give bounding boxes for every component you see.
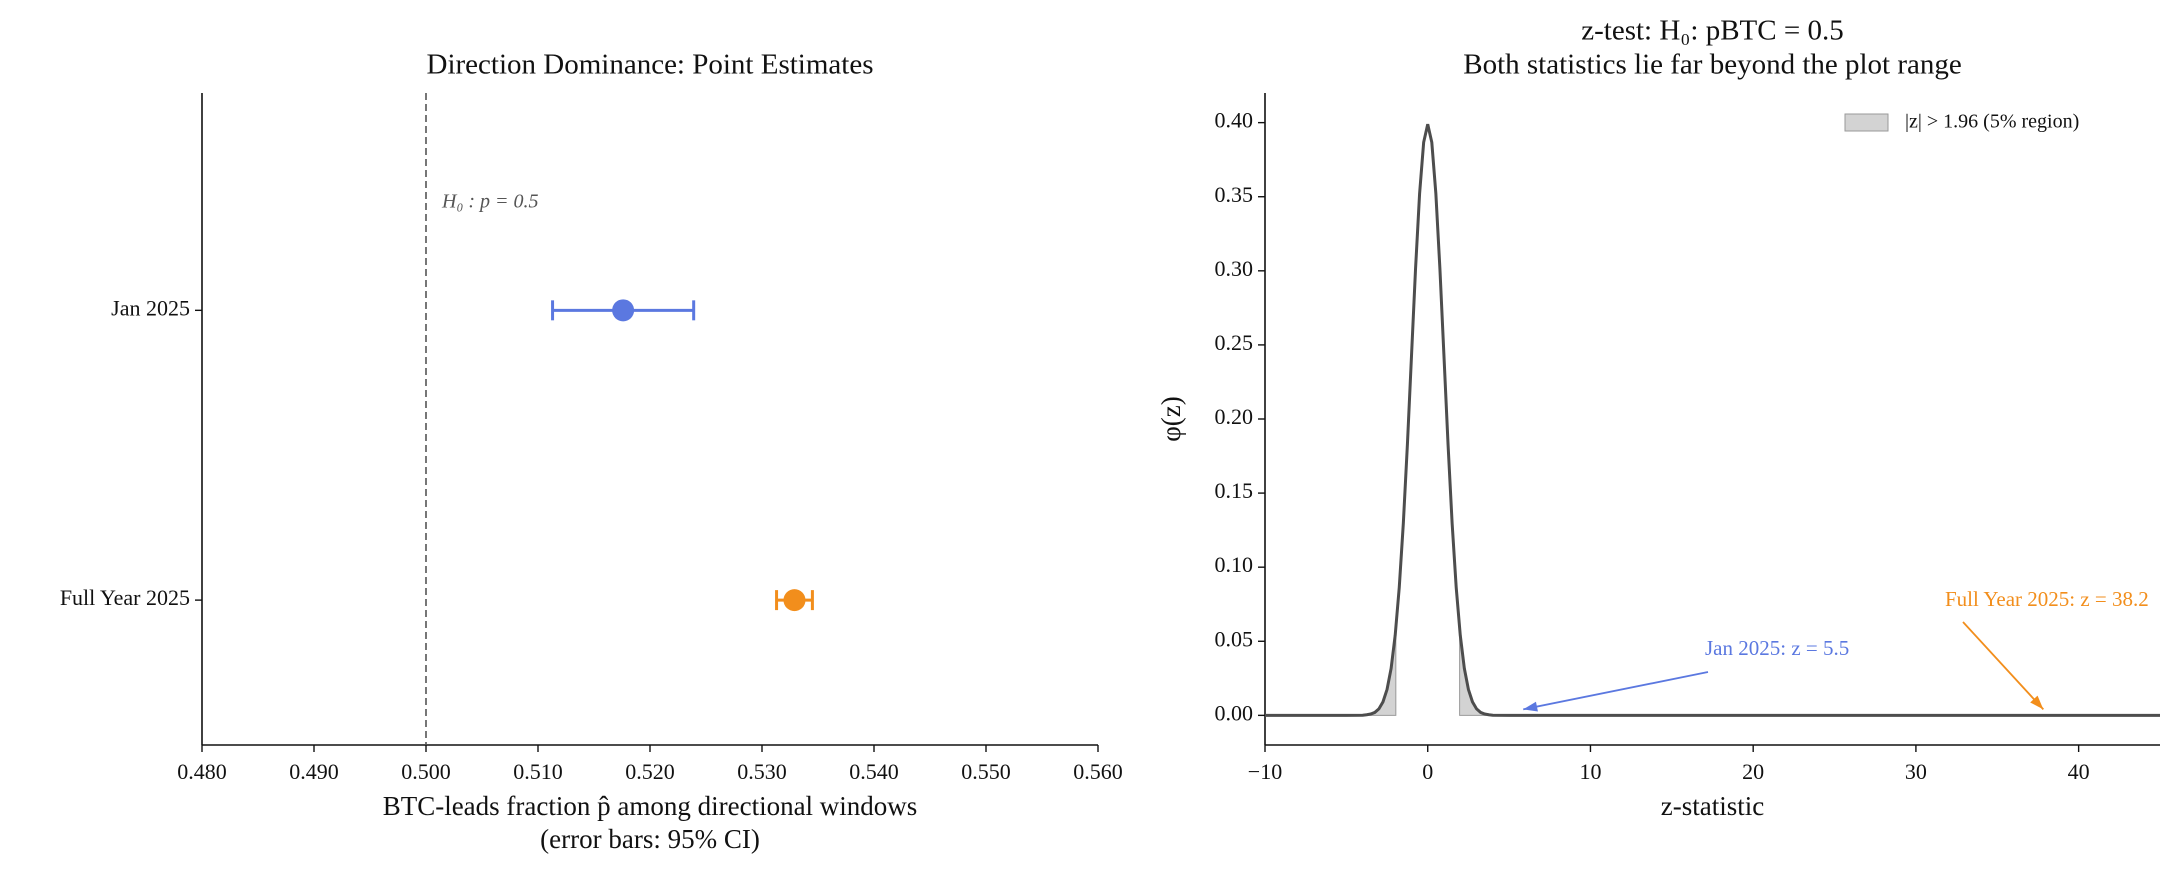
x-tick-label: 0.510 <box>513 759 563 784</box>
x-axis-label: z-statistic <box>1661 791 1764 821</box>
y-tick-label: 0.40 <box>1215 108 1254 133</box>
y-tick-label: 0.05 <box>1215 626 1254 651</box>
chart-title: Direction Dominance: Point Estimates <box>427 49 874 81</box>
y-tick-label: 0.20 <box>1215 404 1254 429</box>
annotation-arrowhead <box>2030 695 2044 710</box>
y-axis-label: φ(z) <box>1156 396 1186 442</box>
chart-subtitle: Both statistics lie far beyond the plot … <box>1463 49 1962 81</box>
y-tick-label: 0.15 <box>1215 478 1254 503</box>
x-axis-label: (error bars: 95% CI) <box>540 824 760 854</box>
x-tick-label: 40 <box>2068 759 2090 784</box>
point <box>612 299 635 322</box>
reference-label: H₀ : p = 0.5 <box>441 191 539 213</box>
y-tick-label: 0.35 <box>1215 182 1254 207</box>
y-tick-label: 0.30 <box>1215 256 1254 281</box>
x-tick-label: 10 <box>1579 759 1601 784</box>
annotation-arrowhead <box>1523 701 1538 712</box>
legend-label: |z| > 1.96 (5% region) <box>1905 111 2079 133</box>
legend: |z| > 1.96 (5% region) <box>1844 111 2079 133</box>
x-tick-label: 0.490 <box>289 759 339 784</box>
x-tick-label: 20 <box>1742 759 1764 784</box>
x-tick-label: −10 <box>1248 759 1282 784</box>
density-curve <box>1265 123 2160 717</box>
x-tick-label: 0.480 <box>177 759 227 784</box>
x-tick-label: 0.550 <box>961 759 1011 784</box>
annotation-arrow <box>1962 621 2045 710</box>
x-tick-label: 30 <box>1905 759 1927 784</box>
annotation-arrow <box>1523 671 1709 711</box>
chart-title: z-test: H₀: pBTC = 0.5 <box>1581 15 1843 47</box>
y-tick-label: Full Year 2025 <box>60 585 190 610</box>
shaded-region <box>1265 627 1397 716</box>
y-tick-label: 0.10 <box>1215 552 1254 577</box>
point <box>783 589 806 612</box>
y-tick-label: Jan 2025 <box>111 295 190 320</box>
y-tick-label: 0.00 <box>1215 700 1254 725</box>
x-tick-label: 0.530 <box>737 759 787 784</box>
annotation-text: Jan 2025: z = 5.5 <box>1705 636 1849 660</box>
x-tick-label: 0.540 <box>849 759 899 784</box>
x-tick-label: 0 <box>1422 759 1433 784</box>
x-tick-label: 0.520 <box>625 759 675 784</box>
x-tick-label: 0.500 <box>401 759 451 784</box>
y-tick-label: 0.25 <box>1215 330 1254 355</box>
x-tick-label: 0.560 <box>1073 759 1123 784</box>
legend-swatch <box>1844 113 1889 132</box>
annotation-text: Full Year 2025: z = 38.2 <box>1945 587 2149 611</box>
x-axis-label: BTC-leads fraction p̂ among directional … <box>383 791 918 821</box>
